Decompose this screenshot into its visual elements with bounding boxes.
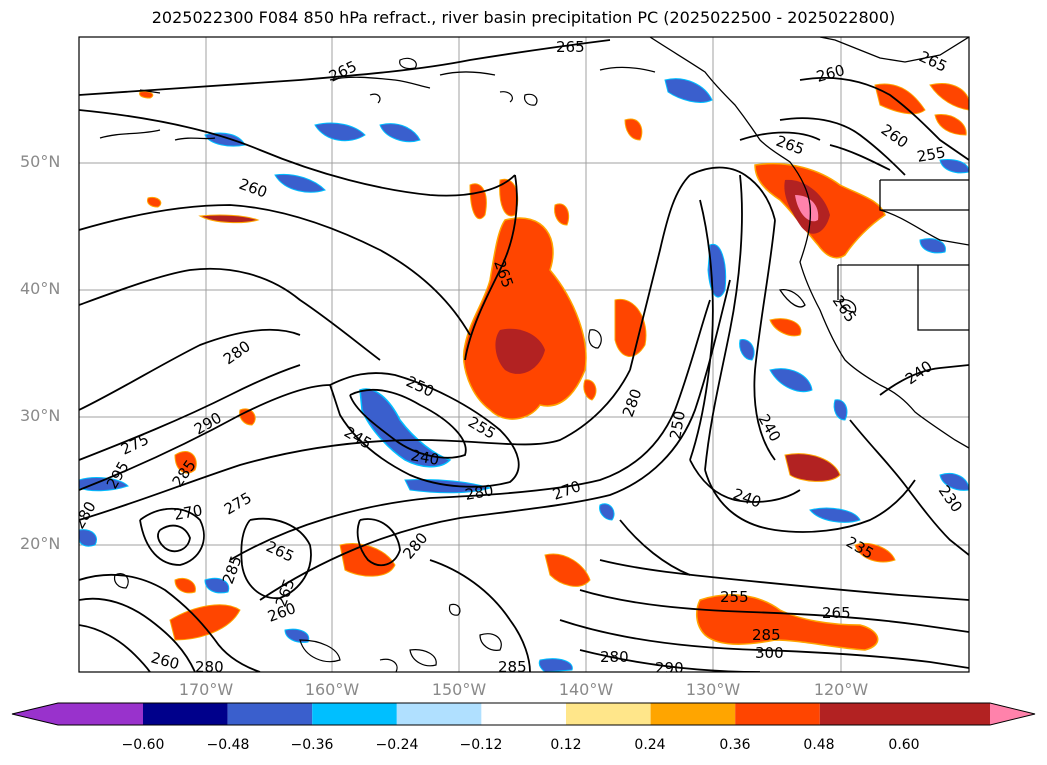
contour-label: 275 (118, 430, 152, 458)
precip-positive-central (463, 217, 587, 420)
contour-label: 300 (755, 644, 784, 662)
colorbar-segment (735, 703, 820, 725)
lat-label-30n: 30°N (20, 406, 61, 425)
lon-label-170w: 170°W (178, 680, 234, 699)
contour-label: 260 (237, 175, 270, 202)
contour-label: 260 (878, 121, 912, 152)
colorbar-tick: 0.24 (634, 737, 666, 753)
contour-label: 280 (195, 658, 224, 676)
contour-label: 285 (752, 626, 781, 644)
contour-label: 280 (464, 481, 495, 504)
lon-label-160w: 160°W (304, 680, 360, 699)
contour-label: 285 (498, 658, 527, 676)
lat-label-40n: 40°N (20, 279, 61, 298)
contour-label: 280 (619, 386, 646, 419)
lon-label-130w: 130°W (685, 680, 741, 699)
contour-label: 285 (219, 553, 246, 586)
refract-contours (79, 39, 969, 672)
contour-label: 290 (655, 659, 684, 677)
colorbar-tick: 0.12 (550, 737, 582, 753)
colorbar-tick: 0.60 (888, 737, 920, 753)
contour-label: 260 (149, 648, 181, 673)
contour-label: 250 (666, 409, 689, 440)
map-frame (78, 36, 970, 673)
contour-label: 270 (550, 477, 583, 504)
map-figure: 265 265 260 265 265 260 265 255 260 265 … (78, 36, 970, 677)
contour-label: 240 (902, 357, 936, 388)
precip-shading (79, 78, 969, 672)
colorbar-segment (312, 703, 397, 725)
colorbar-extend-low (12, 703, 58, 725)
contour-label: 280 (220, 337, 254, 368)
colorbar-extend-high (990, 703, 1035, 725)
map-title: 2025022300 F084 850 hPa refract., river … (151, 8, 896, 27)
colorbar-tick: 0.48 (803, 737, 835, 753)
contour-label: 265 (556, 38, 585, 56)
contour-label: 250 (403, 372, 437, 400)
contour-label: 280 (600, 648, 629, 666)
colorbar-tick: −0.24 (375, 737, 419, 753)
contour-label: 280 (399, 529, 431, 563)
contour-details (113, 57, 602, 672)
contour-label: 260 (814, 61, 846, 86)
contour-label: 265 (822, 604, 851, 622)
precip-negative-central (359, 388, 452, 468)
colorbar-tick: −0.36 (290, 737, 334, 753)
colorbar-tick: 0.36 (719, 737, 751, 753)
colorbar-tick: −0.60 (121, 737, 165, 753)
colorbar-segment (143, 703, 228, 725)
lat-label-50n: 50°N (20, 152, 61, 171)
colorbar-segment (566, 703, 651, 725)
colorbar-tick: −0.12 (459, 737, 503, 753)
contour-label: 255 (916, 143, 947, 166)
contour-label: 270 (173, 501, 204, 524)
lon-label-120w: 120°W (813, 680, 869, 699)
precip-positive-south (695, 594, 879, 651)
contour-label: 240 (731, 485, 764, 512)
colorbar-segment (650, 703, 736, 725)
contour-label: 265 (829, 292, 860, 326)
lat-label-20n: 20°N (20, 534, 61, 553)
contour-label: 265 (326, 57, 360, 85)
colorbar-segment (481, 703, 566, 725)
colorbar-segment (396, 703, 482, 725)
lon-label-140w: 140°W (558, 680, 614, 699)
lon-label-150w: 150°W (431, 680, 487, 699)
colorbar-outline (11, 702, 1036, 726)
contour-label: 265 (263, 537, 297, 565)
colorbar-segment (819, 703, 990, 725)
contour-label: 240 (409, 446, 440, 469)
contour-label: 275 (221, 489, 255, 519)
colorbar-segment (227, 703, 313, 725)
colorbar-segment (58, 703, 143, 725)
contour-label: 290 (191, 409, 225, 439)
contour-label: 255 (720, 588, 749, 606)
coastlines (99, 37, 969, 449)
contour-label: 260 (265, 599, 298, 626)
colorbar-tick: −0.48 (206, 737, 250, 753)
